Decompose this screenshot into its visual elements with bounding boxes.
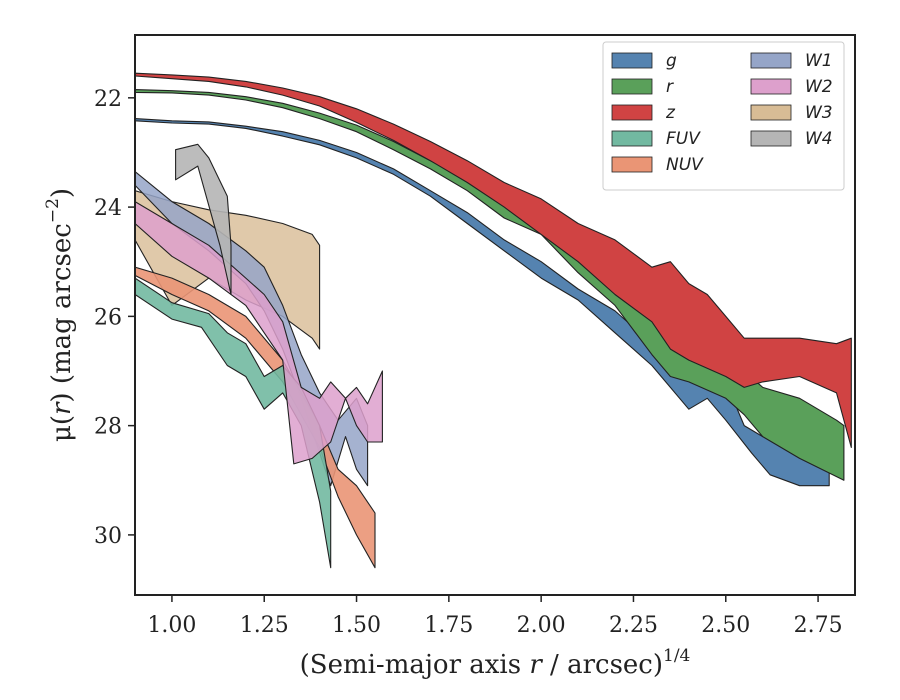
band-fuv: [135, 277, 332, 569]
x-tick-label: 1.50: [332, 613, 381, 638]
y-axis-label: μ(r) (mag arcsec−2): [43, 188, 77, 442]
legend-label-w3: W3: [805, 103, 833, 123]
x-tick-label: 2.75: [794, 613, 843, 638]
legend-swatch-w3: [750, 104, 792, 121]
legend-swatch-nuv: [611, 156, 653, 173]
x-tick-label: 2.00: [517, 613, 566, 638]
y-tick-label: 24: [94, 196, 122, 221]
legend-swatch-w2: [750, 78, 792, 95]
legend-label-fuv: FUV: [666, 129, 701, 149]
x-tick-label: 2.50: [701, 613, 750, 638]
band-w2: [135, 201, 383, 465]
x-tick-label: 2.25: [609, 613, 658, 638]
x-axis-ticks: 1.00 1.25 1.50 1.75 2.00 2.25 2.50 2.75: [147, 595, 843, 638]
x-tick-label: 1.00: [147, 613, 196, 638]
x-tick-label: 1.25: [240, 613, 289, 638]
profile-bands: [135, 72, 852, 569]
band-w4: [175, 143, 232, 296]
legend-swatch-z: [611, 104, 653, 121]
legend-swatch-r: [611, 78, 653, 95]
band-nuv: [135, 266, 376, 569]
legend-swatch-w4: [750, 130, 792, 147]
legend-swatch-w1: [750, 52, 792, 69]
y-tick-label: 28: [94, 415, 122, 440]
y-tick-label: 30: [94, 524, 122, 549]
legend-swatch-fuv: [611, 130, 653, 147]
legend-label-nuv: NUV: [666, 155, 704, 175]
plot-frame: [134, 34, 856, 596]
band-z: [135, 72, 852, 449]
legend-label-w2: W2: [805, 77, 833, 97]
legend-label-z: z: [665, 103, 676, 123]
legend: grz FUV NUV W1 W2 W3 W4: [602, 41, 845, 191]
y-axis-ticks: 22 24 26 28 30: [94, 87, 135, 549]
x-tick-label: 1.75: [424, 613, 473, 638]
legend-label-g: g: [666, 51, 677, 71]
legend-label-w1: W1: [805, 51, 833, 71]
x-axis-label: (Semi-major axis r / arcsec)1/4: [300, 646, 691, 680]
legend-swatch-g: [611, 52, 653, 69]
legend-label-w4: W4: [805, 129, 833, 149]
y-tick-label: 26: [94, 305, 122, 330]
legend-label-r: r: [666, 77, 674, 97]
y-tick-label: 22: [94, 87, 122, 112]
